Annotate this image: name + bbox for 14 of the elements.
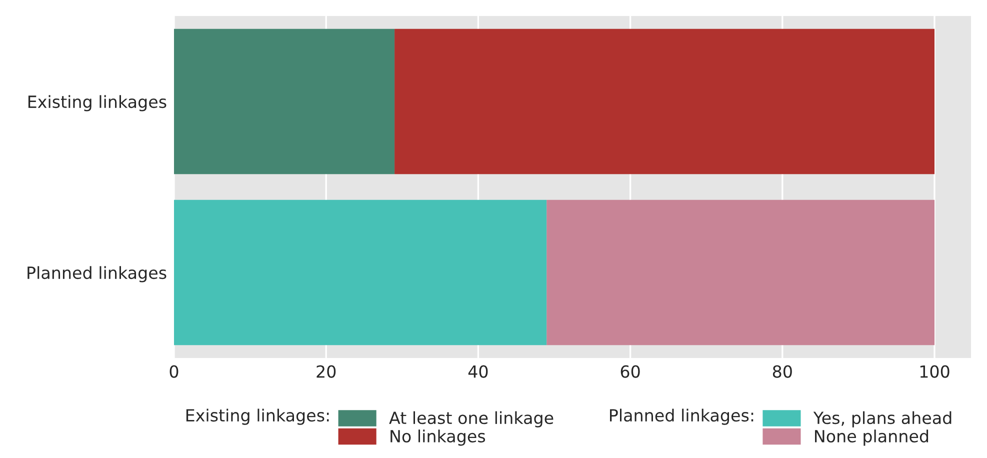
legend-label: At least one linkage (389, 411, 554, 428)
y-tick-label: Existing linkages (28, 95, 166, 112)
text: Planned linkages: (610, 408, 754, 425)
x-tick-label: 80 (772, 365, 792, 378)
y-tick-label: Planned linkages (28, 266, 166, 282)
legend-label: None planned (815, 430, 928, 446)
legend-label: Yes, plans ahead (813, 411, 952, 428)
x-tick-label: 20 (316, 365, 336, 378)
x-tick-label: 100 (920, 365, 950, 378)
x-tick-label: 40 (468, 365, 488, 378)
x-tick-label: 60 (620, 365, 640, 378)
text: Existing linkages: (186, 408, 329, 425)
legend-label: No linkages (390, 430, 486, 446)
x-tick-label: 0 (170, 365, 178, 378)
